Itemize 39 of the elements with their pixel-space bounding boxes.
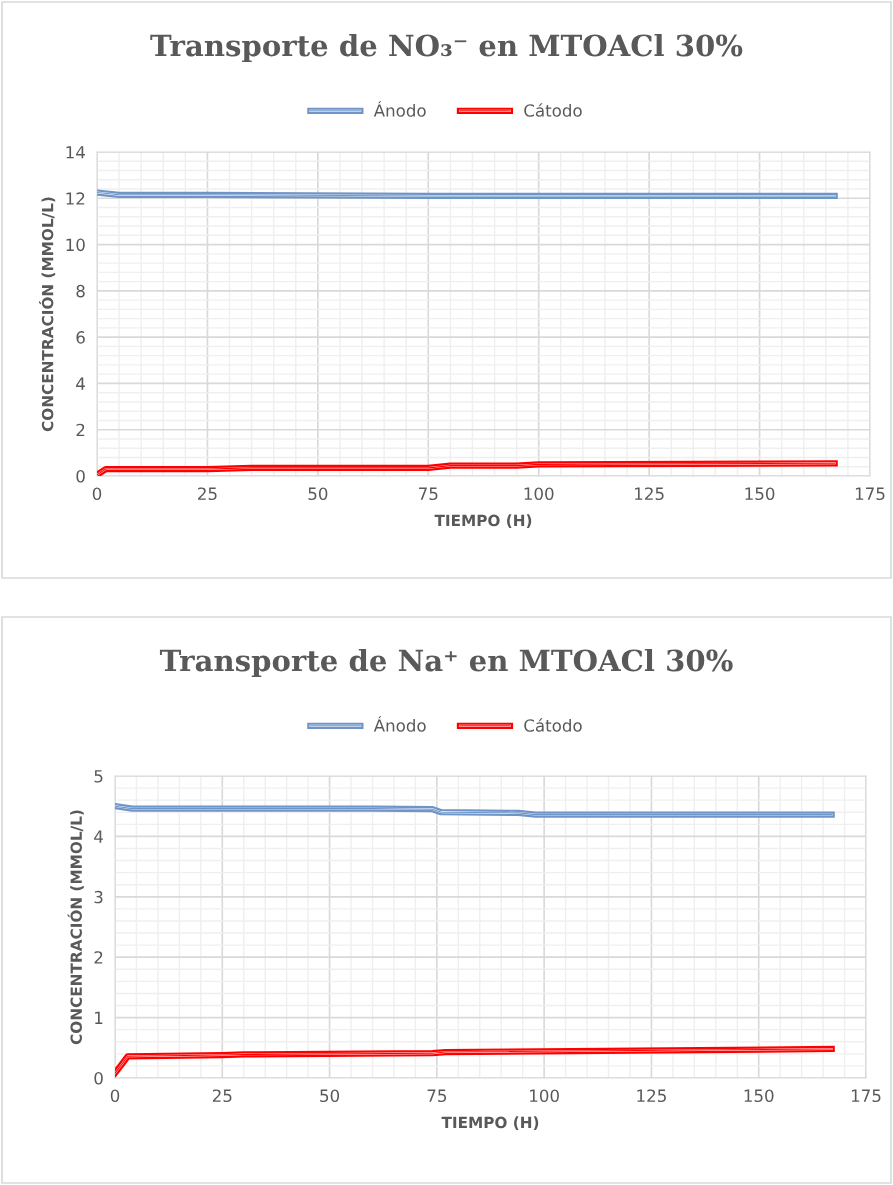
x-tick-label: 100 [524,487,554,501]
x-tick-label: 25 [198,487,217,501]
y-tick-label: 3 [94,890,103,904]
legend-label: Ánodo [373,101,426,117]
x-tick-label: 125 [637,1089,666,1103]
x-tick-label: 75 [427,1089,447,1103]
y-tick-label: 12 [66,192,85,205]
x-tick-label: 100 [530,1089,559,1103]
y-tick-label: 0 [94,1071,103,1085]
y-tick-label: 5 [94,770,103,783]
x-tick-label: 25 [212,1089,232,1103]
x-axis-title: TIEMPO (H) [441,1116,539,1130]
x-tick-label: 50 [308,487,328,501]
y-tick-label: 8 [76,284,85,298]
y-tick-label: 10 [66,238,85,252]
x-tick-label: 50 [320,1089,340,1103]
x-tick-label: 125 [635,487,664,501]
y-tick-label: 14 [66,146,85,159]
x-tick-label: 175 [855,487,885,501]
y-tick-label: 4 [76,377,85,390]
y-tick-label: 0 [76,469,85,483]
y-axis-title: CONCENTRACIÓN (MMOL/L) [67,810,84,1045]
x-tick-label: 175 [851,1089,881,1103]
y-tick-label: 2 [76,423,85,437]
x-tick-label: 150 [744,1089,774,1103]
y-axis-title: CONCENTRACIÓN (MMOL/L) [39,197,56,432]
x-tick-label: 0 [110,1089,120,1103]
chart-title: Transporte de NO₃⁻ en MTOACl 30% [150,33,743,63]
x-axis-title: TIEMPO (H) [434,514,532,528]
x-tick-label: 150 [745,487,775,501]
legend-label: Ánodo [373,716,426,732]
y-tick-label: 2 [94,951,103,964]
chart-title: Transporte de Na⁺ en MTOACl 30% [159,648,733,678]
legend-label: Cátodo [524,718,582,732]
x-tick-label: 75 [419,487,438,501]
y-tick-label: 6 [76,331,85,344]
legend-label: Cátodo [524,103,582,117]
y-tick-label: 1 [95,1011,103,1024]
y-tick-label: 4 [94,830,103,843]
